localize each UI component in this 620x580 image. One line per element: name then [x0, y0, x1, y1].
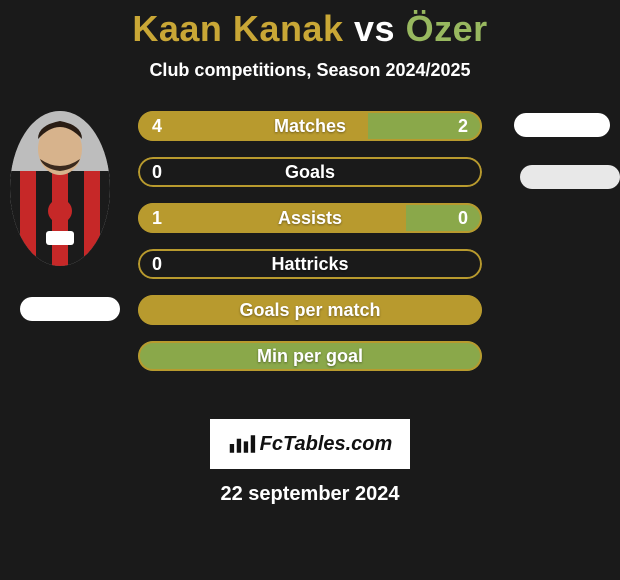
- stat-label: Goals: [138, 157, 482, 187]
- footer-date: 22 september 2024: [0, 483, 620, 506]
- comparison-title: Kaan Kanak vs Özer: [0, 0, 620, 50]
- title-player-b: Özer: [406, 8, 488, 49]
- player-b-name-pill-1: [514, 113, 610, 137]
- stat-bar: Goals per match: [138, 295, 482, 325]
- title-vs: vs: [354, 8, 395, 49]
- logo-bars-icon: [228, 433, 256, 455]
- stat-bar: 42Matches: [138, 111, 482, 141]
- player-b-name-pill-2: [520, 165, 620, 189]
- stat-bars: 42Matches 0Goals 10Assists 0Hattricks Goals …: [138, 111, 482, 387]
- comparison-stage: 42Matches 0Goals 10Assists 0Hattricks Goals …: [0, 111, 620, 411]
- stat-label: Min per goal: [138, 341, 482, 371]
- stat-label: Goals per match: [138, 295, 482, 325]
- logo-text: FcTables.com: [260, 433, 393, 456]
- stat-label: Assists: [138, 203, 482, 233]
- stat-bar: 10Assists: [138, 203, 482, 233]
- avatar-placeholder-icon: [10, 111, 110, 266]
- stat-bar: 0Hattricks: [138, 249, 482, 279]
- fctables-logo: FcTables.com: [210, 419, 410, 469]
- stat-label: Matches: [138, 111, 482, 141]
- stat-label: Hattricks: [138, 249, 482, 279]
- player-a-avatar: [10, 111, 110, 266]
- subtitle: Club competitions, Season 2024/2025: [0, 60, 620, 81]
- stat-bar: Min per goal: [138, 341, 482, 371]
- stat-bar: 0Goals: [138, 157, 482, 187]
- player-a-name-pill: [20, 297, 120, 321]
- title-player-a: Kaan Kanak: [132, 8, 343, 49]
